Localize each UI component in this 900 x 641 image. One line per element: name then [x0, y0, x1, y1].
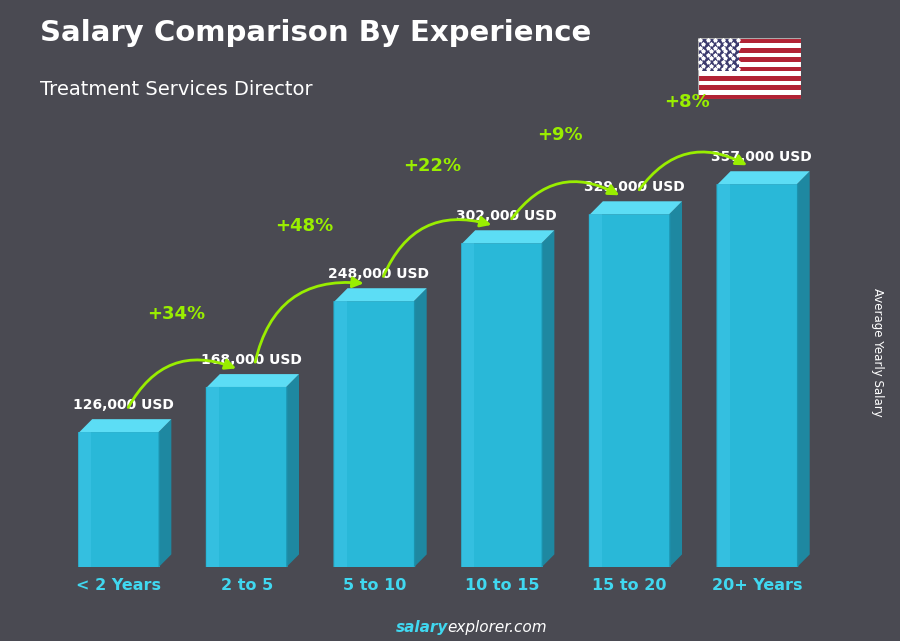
Polygon shape	[335, 288, 427, 301]
FancyBboxPatch shape	[78, 432, 160, 567]
Text: Average Yearly Salary: Average Yearly Salary	[871, 288, 884, 417]
Text: Salary Comparison By Experience: Salary Comparison By Experience	[40, 19, 592, 47]
Text: +22%: +22%	[402, 157, 461, 175]
Bar	[698, 95, 801, 99]
Text: 302,000 USD: 302,000 USD	[456, 210, 557, 223]
FancyBboxPatch shape	[716, 184, 798, 567]
Bar	[698, 48, 801, 53]
Polygon shape	[796, 171, 810, 567]
Bar	[698, 67, 801, 71]
Bar	[698, 90, 801, 95]
Text: 357,000 USD: 357,000 USD	[711, 150, 812, 164]
Polygon shape	[718, 184, 730, 567]
Text: 329,000 USD: 329,000 USD	[584, 180, 685, 194]
Text: +8%: +8%	[664, 93, 710, 112]
Text: 168,000 USD: 168,000 USD	[201, 353, 302, 367]
Text: salary: salary	[395, 620, 448, 635]
Polygon shape	[335, 301, 346, 567]
Bar	[698, 53, 801, 57]
Polygon shape	[670, 201, 682, 567]
Text: +48%: +48%	[275, 217, 333, 235]
Polygon shape	[414, 288, 427, 567]
FancyBboxPatch shape	[589, 214, 670, 567]
Bar	[698, 71, 801, 76]
Polygon shape	[463, 230, 554, 243]
Bar	[698, 57, 801, 62]
FancyBboxPatch shape	[461, 243, 543, 567]
Text: Treatment Services Director: Treatment Services Director	[40, 80, 313, 99]
Polygon shape	[79, 432, 91, 567]
Polygon shape	[158, 419, 171, 567]
Bar	[698, 62, 801, 67]
Polygon shape	[590, 201, 682, 214]
Bar	[698, 43, 801, 48]
Polygon shape	[207, 387, 219, 567]
Polygon shape	[286, 374, 299, 567]
Bar	[698, 85, 801, 90]
Bar	[698, 38, 739, 71]
Bar	[698, 38, 801, 43]
Polygon shape	[207, 374, 299, 387]
Text: 126,000 USD: 126,000 USD	[73, 398, 174, 412]
Text: +9%: +9%	[536, 126, 582, 144]
Polygon shape	[542, 230, 554, 567]
Polygon shape	[463, 243, 474, 567]
Text: +34%: +34%	[148, 305, 205, 323]
FancyBboxPatch shape	[334, 301, 415, 567]
Bar	[698, 81, 801, 85]
Text: explorer.com: explorer.com	[448, 620, 547, 635]
Bar	[698, 76, 801, 81]
Polygon shape	[590, 214, 602, 567]
Polygon shape	[79, 419, 171, 432]
Polygon shape	[718, 171, 810, 184]
Text: 248,000 USD: 248,000 USD	[328, 267, 429, 281]
FancyBboxPatch shape	[206, 387, 287, 567]
